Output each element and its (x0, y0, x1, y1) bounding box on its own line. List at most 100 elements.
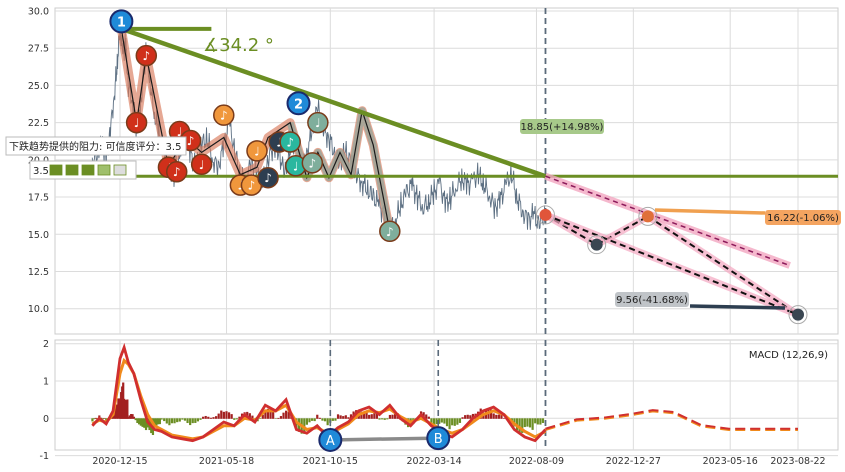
macd-hist-bar (158, 418, 161, 425)
macd-hist-bar (331, 418, 334, 421)
price-y-tick-label: 12.5 (28, 267, 49, 278)
macd-hist-bar (220, 410, 223, 419)
x-axis: 2020-12-15 2021-05-18 2021-10-15 2022-03-14… (92, 456, 825, 467)
macd-hist-bar (336, 414, 340, 419)
macd-y-tick-label: 1 (43, 377, 49, 388)
macd-hist-bar (349, 414, 353, 419)
macd-hist-bar (132, 416, 136, 419)
macd-hist-bar (217, 413, 220, 419)
macd-hist-bar (186, 418, 189, 424)
price-y-tick-label: 27.5 (28, 44, 49, 55)
macd-hist-bar (101, 418, 104, 420)
price-y-tick-label: 25.0 (28, 81, 49, 92)
macd-hist-bar (526, 418, 529, 427)
x-tick-label: 2021-05-18 (199, 456, 254, 467)
macd-hist-bar (453, 418, 456, 426)
macd-hist-bar (233, 418, 236, 420)
support-label: 下跌趋势提供的阻力: 可信度评分：3.5 (9, 140, 181, 153)
rating-star (113, 164, 127, 176)
macd-hist-bar (466, 414, 469, 419)
forecast-point-ring (535, 205, 555, 225)
macd-hist-bar (189, 418, 192, 426)
macd-hist-bar (381, 418, 384, 420)
x-tick-label: 2020-12-15 (92, 456, 147, 467)
macd-hist-bar (365, 410, 368, 419)
macd-hist-bar (318, 417, 321, 419)
macd-hist-bar (502, 418, 506, 419)
macd-hist-bar (388, 414, 392, 419)
macd-hist-bar (160, 418, 163, 420)
forecast-point (641, 210, 654, 223)
note-marker-glyph: ♪ (248, 179, 256, 193)
arrow-to-mid (654, 208, 766, 215)
note-marker (213, 104, 235, 126)
macd-hist-bar (469, 415, 472, 419)
x-tick-label: 2021-10-15 (303, 456, 358, 467)
macd-hist-bar (238, 416, 241, 419)
note-marker (165, 160, 188, 183)
macd-hist-bar (438, 418, 441, 424)
macd-hist-bar (334, 418, 337, 421)
note-marker-glyph: ♪ (173, 165, 181, 179)
macd-hist-bar (461, 417, 464, 419)
macd-hist-bar (168, 418, 171, 426)
macd-hist-bar (230, 414, 233, 419)
macd-hist-bar (495, 414, 498, 419)
macd-hist-bar (176, 418, 179, 423)
note-marker-glyph: ♩ (238, 179, 244, 193)
macd-hist-bar (144, 418, 148, 431)
note-marker-glyph: ♩ (199, 158, 205, 172)
macd-hist-bar (342, 416, 345, 419)
macd-hist-bar (443, 418, 446, 424)
macd-hist-bar (163, 418, 166, 422)
note-marker (257, 166, 279, 189)
macd-hist-bar (93, 418, 96, 420)
macd-hist-bar (194, 418, 197, 423)
macd-hist-bar (435, 418, 438, 425)
macd-forecast-line (545, 409, 798, 430)
macd-hist-bar (277, 417, 280, 419)
macd-hist-bar (251, 415, 254, 419)
rating-star (49, 164, 63, 176)
macd-hist-bar (492, 413, 495, 419)
macd-hist-bar (153, 418, 156, 426)
forecast-point (590, 238, 603, 251)
macd-hist-bar (222, 411, 225, 419)
macd-hist-bar (115, 404, 118, 419)
numbered-marker (109, 9, 134, 34)
macd-hist-bar (202, 416, 205, 419)
macd-hist-bar (440, 418, 443, 423)
macd-hist-bar (445, 418, 449, 427)
macd-hist-bar (534, 418, 537, 424)
macd-hist-bar (259, 418, 262, 419)
macd-hist-bar (94, 417, 97, 419)
macd-hist-bar (134, 418, 137, 421)
macd-hist-bar (497, 414, 500, 419)
macd-hist-bar (425, 414, 428, 419)
macd-hist-bar (541, 418, 545, 423)
macd-hist-bar (274, 418, 277, 419)
macd-hist-bar (136, 418, 139, 423)
down-trendline (120, 26, 547, 179)
note-marker-glyph: ♩ (254, 144, 260, 158)
numbered-marker (286, 91, 311, 116)
x-tick-label: 2022-12-27 (606, 456, 661, 467)
note-marker (279, 131, 301, 153)
macd-hist-bar (373, 413, 376, 419)
macd-hist-bar (432, 418, 436, 425)
x-tick-label: 2022-08-09 (509, 456, 564, 467)
macd-hist-bar (308, 418, 311, 423)
macd-hist-bar (141, 418, 144, 427)
macd-hist-bar (157, 418, 160, 425)
macd-hist-bar (518, 418, 521, 433)
macd-hist-bar (138, 418, 141, 425)
macd-hist-bar (536, 418, 539, 425)
numbered-marker-label: 1 (117, 15, 126, 30)
macd-hist-bar (394, 413, 397, 419)
divergence-marker-label: B (434, 432, 443, 447)
macd-hist-bar (178, 418, 181, 422)
macd-hist-bar (323, 418, 327, 422)
macd-y-tick-label: 2 (43, 339, 49, 350)
numbered-marker-label: 2 (294, 97, 303, 112)
